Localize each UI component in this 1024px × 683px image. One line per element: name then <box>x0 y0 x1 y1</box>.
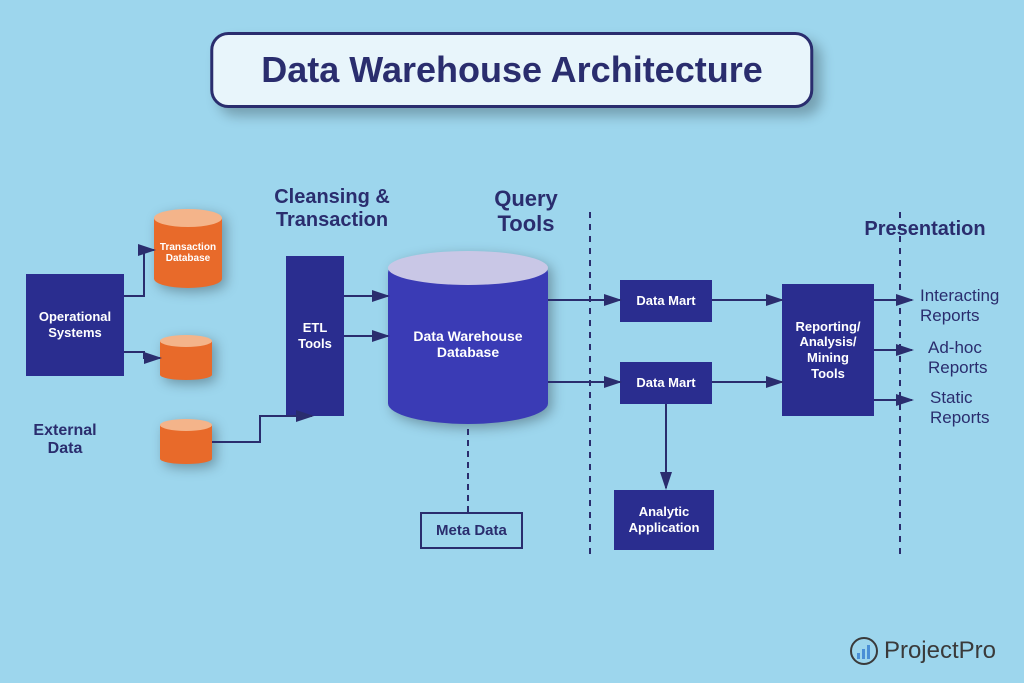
output-adhoc-reports: Ad-hocReports <box>928 338 988 377</box>
diagram-title: Data Warehouse Architecture <box>210 32 813 108</box>
brand-logo-icon <box>850 637 878 665</box>
brand-logo-text: ProjectPro <box>884 637 996 665</box>
brand-logo: ProjectPro <box>850 637 996 665</box>
section-label-cleansing: Cleansing &Transaction <box>252 186 412 232</box>
node-data-mart-2: Data Mart <box>620 362 712 404</box>
output-interacting-reports: InteractingReports <box>920 286 999 325</box>
cylinder-source-2 <box>160 336 212 380</box>
node-external-data: ExternalData <box>26 422 104 459</box>
section-label-presentation: Presentation <box>850 218 1000 241</box>
cylinder-data-warehouse-label: Data WarehouseDatabase <box>413 316 522 360</box>
section-label-query: QueryTools <box>466 186 586 237</box>
output-static-reports: StaticReports <box>930 388 990 427</box>
node-data-mart-1: Data Mart <box>620 280 712 322</box>
node-analytic-application: AnalyticApplication <box>614 490 714 550</box>
node-operational-systems: OperationalSystems <box>26 274 124 376</box>
node-meta-data: Meta Data <box>420 512 523 549</box>
cylinder-transaction-db-label: TransactionDatabase <box>160 234 216 264</box>
node-reporting-tools: Reporting/Analysis/MiningTools <box>782 284 874 416</box>
cylinder-source-3 <box>160 420 212 464</box>
node-etl-tools: ETLTools <box>286 256 344 416</box>
cylinder-transaction-db: TransactionDatabase <box>154 210 222 288</box>
cylinder-data-warehouse: Data WarehouseDatabase <box>388 252 548 424</box>
